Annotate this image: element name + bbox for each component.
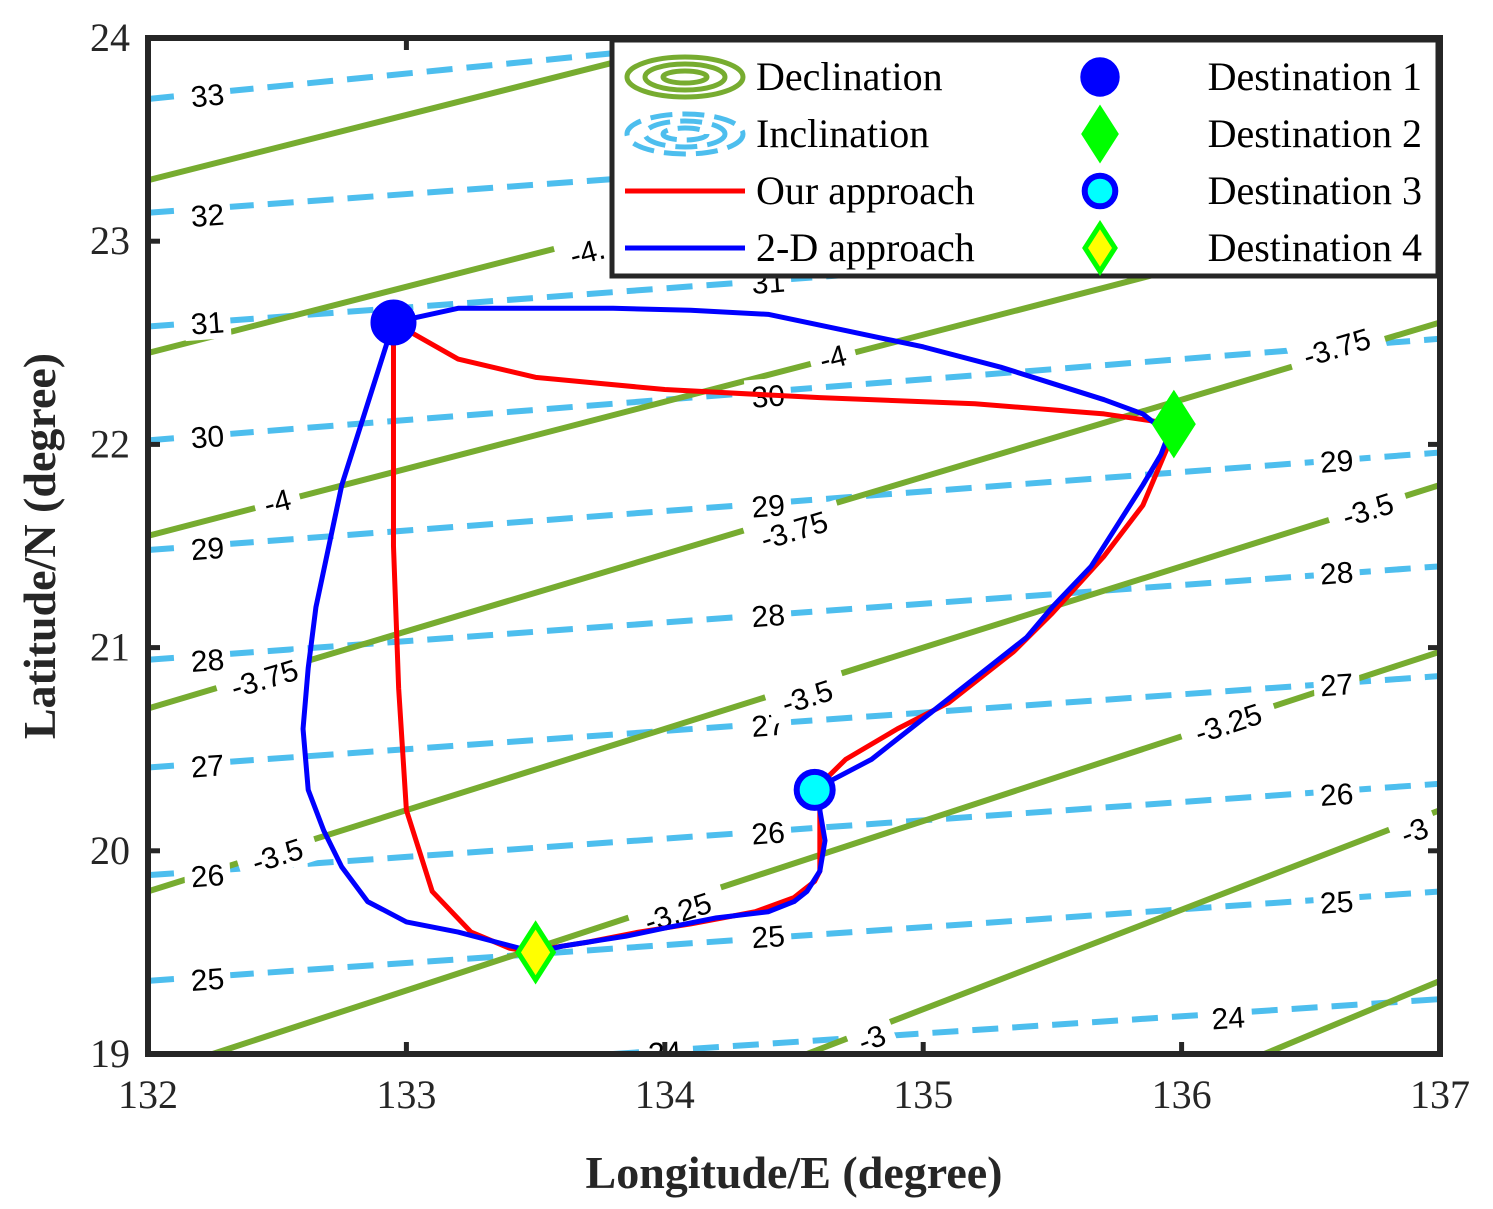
legend-swatch bbox=[642, 61, 728, 93]
inclination-contour-label: 32 bbox=[183, 196, 232, 234]
inclination-contour-label: 26 bbox=[183, 856, 232, 894]
destination-2-marker bbox=[1151, 389, 1196, 459]
inclination-contour-label-text: 29 bbox=[190, 532, 226, 567]
x-tick-label: 134 bbox=[635, 1072, 695, 1117]
inclination-contour-0 bbox=[148, 38, 799, 102]
inclination-contour-label-text: 33 bbox=[189, 78, 225, 114]
inclination-contour-label-text: 31 bbox=[190, 306, 226, 341]
inclination-contour-label-text: 27 bbox=[190, 749, 226, 784]
declination-contour-label: -4 bbox=[806, 334, 860, 380]
y-tick-label: 23 bbox=[90, 218, 130, 263]
inclination-contour-label: 29 bbox=[1312, 441, 1361, 480]
declination-contour-7 bbox=[1263, 978, 1440, 1054]
declination-contour-label: -4 bbox=[250, 479, 304, 524]
inclination-contour-label: 28 bbox=[1312, 553, 1361, 592]
legend-label: 2-D approach bbox=[756, 225, 975, 270]
inclination-contour-label-text: 28 bbox=[190, 644, 226, 679]
inclination-contour-7 bbox=[148, 780, 1440, 879]
inclination-contour-4 bbox=[148, 449, 1440, 554]
legend-item: 2-D approach bbox=[625, 225, 975, 270]
inclination-contour-label: 26 bbox=[744, 813, 793, 852]
inclination-contour-label-text: 26 bbox=[1319, 778, 1355, 813]
destination-3-marker bbox=[793, 768, 836, 811]
legend: Declination Inclination Our approach 2-D ap… bbox=[609, 37, 1441, 279]
legend-label: Destination 1 bbox=[1208, 54, 1422, 99]
x-tick-label: 136 bbox=[1152, 1072, 1212, 1117]
x-axis-label: Longitude/E (degree) bbox=[586, 1147, 1003, 1198]
inclination-contour-label-text: 25 bbox=[1319, 885, 1355, 920]
legend-marker bbox=[1081, 104, 1119, 164]
declination-contour-label: -3 bbox=[1386, 806, 1440, 855]
y-tick-label: 24 bbox=[90, 15, 130, 60]
inclination-contour-label-text: 25 bbox=[750, 920, 786, 955]
destination-1-marker bbox=[370, 299, 417, 346]
inclination-contour-2 bbox=[148, 228, 1440, 330]
inclination-contour-label-text: 30 bbox=[190, 420, 226, 456]
inclination-contour-label: 28 bbox=[743, 596, 793, 634]
inclination-contour-label-text: 26 bbox=[750, 816, 786, 851]
legend-marker bbox=[1082, 219, 1118, 277]
inclination-contour-label-text: 32 bbox=[190, 199, 226, 234]
inclination-contour-label-text: 28 bbox=[1319, 556, 1355, 591]
y-tick-label: 19 bbox=[90, 1031, 130, 1076]
destination-4-marker bbox=[515, 920, 557, 985]
destination-marker-layer bbox=[370, 299, 1196, 985]
legend-label: Our approach bbox=[756, 168, 975, 213]
inclination-contour-label: 26 bbox=[1312, 775, 1361, 813]
inclination-contour-label: 25 bbox=[744, 917, 793, 955]
x-tick-label: 133 bbox=[376, 1072, 436, 1117]
inclination-contour-label-text: 29 bbox=[1319, 444, 1355, 479]
x-tick-label: 135 bbox=[893, 1072, 953, 1117]
inclination-contour-6 bbox=[148, 673, 1440, 771]
legend-label: Inclination bbox=[756, 111, 929, 156]
inclination-contour-label: 33 bbox=[182, 75, 232, 114]
inclination-contour-label: 27 bbox=[183, 746, 232, 785]
legend-item: Inclination bbox=[624, 111, 929, 157]
legend-item: Destination 3 bbox=[1081, 168, 1422, 213]
legend-label: Destination 2 bbox=[1208, 111, 1422, 156]
declination-contour-6 bbox=[805, 807, 1440, 1054]
inclination-contour-label-text: 26 bbox=[190, 859, 226, 894]
inclination-contour-label: 30 bbox=[183, 417, 232, 456]
legend-marker bbox=[1081, 172, 1119, 210]
legend-box bbox=[609, 37, 1441, 279]
inclination-contour-label: 25 bbox=[183, 960, 232, 998]
inclination-contour-label: 31 bbox=[183, 303, 232, 342]
inclination-contour-8 bbox=[148, 888, 1440, 984]
legend-swatch bbox=[660, 68, 710, 86]
legend-swatch bbox=[624, 111, 746, 157]
inclination-contour-label: 25 bbox=[1312, 883, 1361, 921]
legend-swatch bbox=[660, 125, 710, 143]
declination-contour-0 bbox=[148, 38, 723, 184]
legend-label: Declination bbox=[756, 54, 943, 99]
inclination-contour-label-text: 27 bbox=[1319, 668, 1355, 703]
y-axis-label: Latitude/N (degree) bbox=[14, 353, 65, 739]
x-tick-label: 137 bbox=[1410, 1072, 1470, 1117]
inclination-contour-label: 27 bbox=[1312, 665, 1361, 703]
legend-item: Destination 2 bbox=[1081, 104, 1422, 164]
inclination-contour-label: 24 bbox=[1204, 998, 1253, 1036]
legend-item: Declination bbox=[624, 54, 943, 100]
y-tick-label: 22 bbox=[90, 421, 130, 466]
legend-swatch bbox=[624, 54, 746, 100]
declination-contour-label: -3 bbox=[843, 1013, 900, 1054]
y-tick-label: 21 bbox=[90, 625, 130, 670]
inclination-contour-label: 29 bbox=[183, 529, 232, 567]
y-tick-label: 20 bbox=[90, 828, 130, 873]
x-tick-label: 132 bbox=[118, 1072, 178, 1117]
legend-label: Destination 4 bbox=[1208, 225, 1422, 270]
inclination-contour-label-text: 28 bbox=[750, 599, 786, 634]
legend-label: Destination 3 bbox=[1208, 168, 1422, 213]
legend-marker bbox=[1080, 57, 1120, 97]
inclination-contour-9 bbox=[612, 996, 1440, 1054]
2-d-approach-line bbox=[300, 305, 1172, 955]
legend-item: Destination 1 bbox=[1080, 54, 1422, 99]
inclination-contour-label-text: 24 bbox=[1210, 1001, 1245, 1036]
legend-swatch bbox=[642, 118, 728, 150]
inclination-contour-label: 28 bbox=[183, 641, 232, 679]
inclination-contour-label-text: 25 bbox=[190, 963, 226, 998]
legend-item: Destination 4 bbox=[1082, 219, 1422, 277]
legend-item: Our approach bbox=[625, 168, 975, 213]
